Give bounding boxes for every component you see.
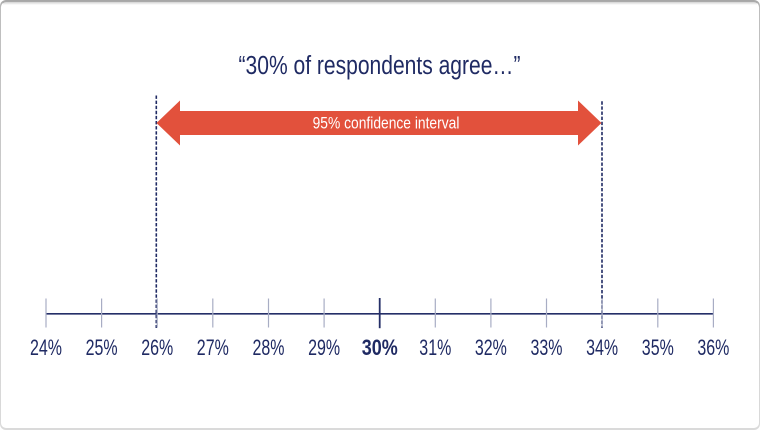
svg-text:95% confidence interval: 95% confidence interval (313, 114, 460, 133)
svg-text:26%: 26% (141, 336, 173, 360)
svg-text:32%: 32% (475, 336, 507, 360)
svg-text:36%: 36% (697, 336, 729, 360)
svg-text:35%: 35% (642, 336, 674, 360)
svg-text:34%: 34% (586, 336, 618, 360)
svg-text:“30% of respondents agree…”: “30% of respondents agree…” (239, 52, 521, 81)
svg-text:27%: 27% (197, 336, 229, 360)
svg-text:24%: 24% (30, 336, 62, 360)
svg-text:29%: 29% (308, 336, 340, 360)
svg-text:25%: 25% (86, 336, 118, 360)
svg-text:31%: 31% (419, 336, 451, 360)
svg-text:28%: 28% (253, 336, 285, 360)
svg-text:33%: 33% (531, 336, 563, 360)
svg-text:30%: 30% (362, 336, 398, 360)
